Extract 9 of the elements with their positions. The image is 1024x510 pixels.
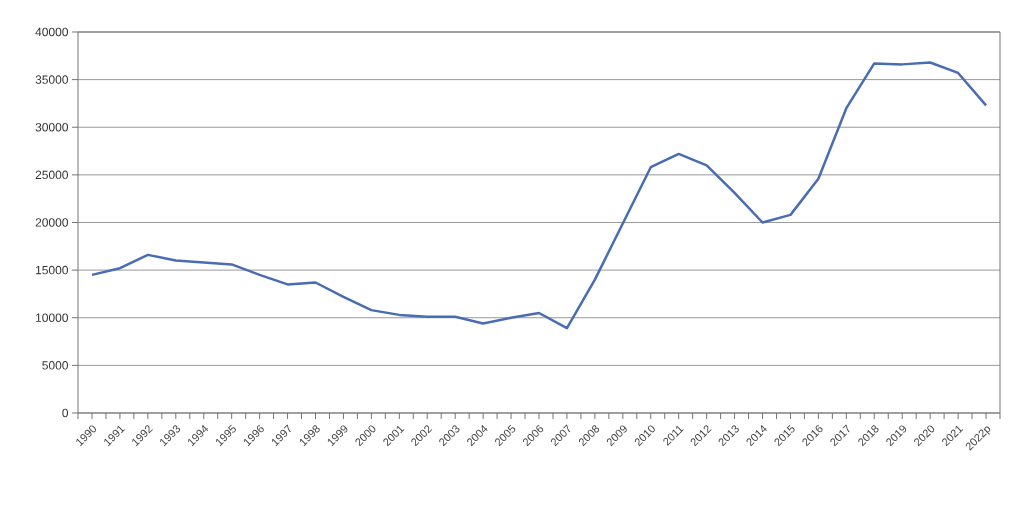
y-tick-label: 10000 [36,313,69,322]
y-tick-label: 30000 [35,123,69,132]
y-tick-label: 0 [62,408,69,418]
y-tick-label: 40000 [35,27,69,37]
y-tick-label: 15000 [36,265,69,275]
y-tick-label: 25000 [35,170,69,180]
y-tick-label: 5000 [42,361,69,370]
y-tick-label: 35000 [35,75,69,84]
y-tick-label: 20000 [35,218,69,227]
